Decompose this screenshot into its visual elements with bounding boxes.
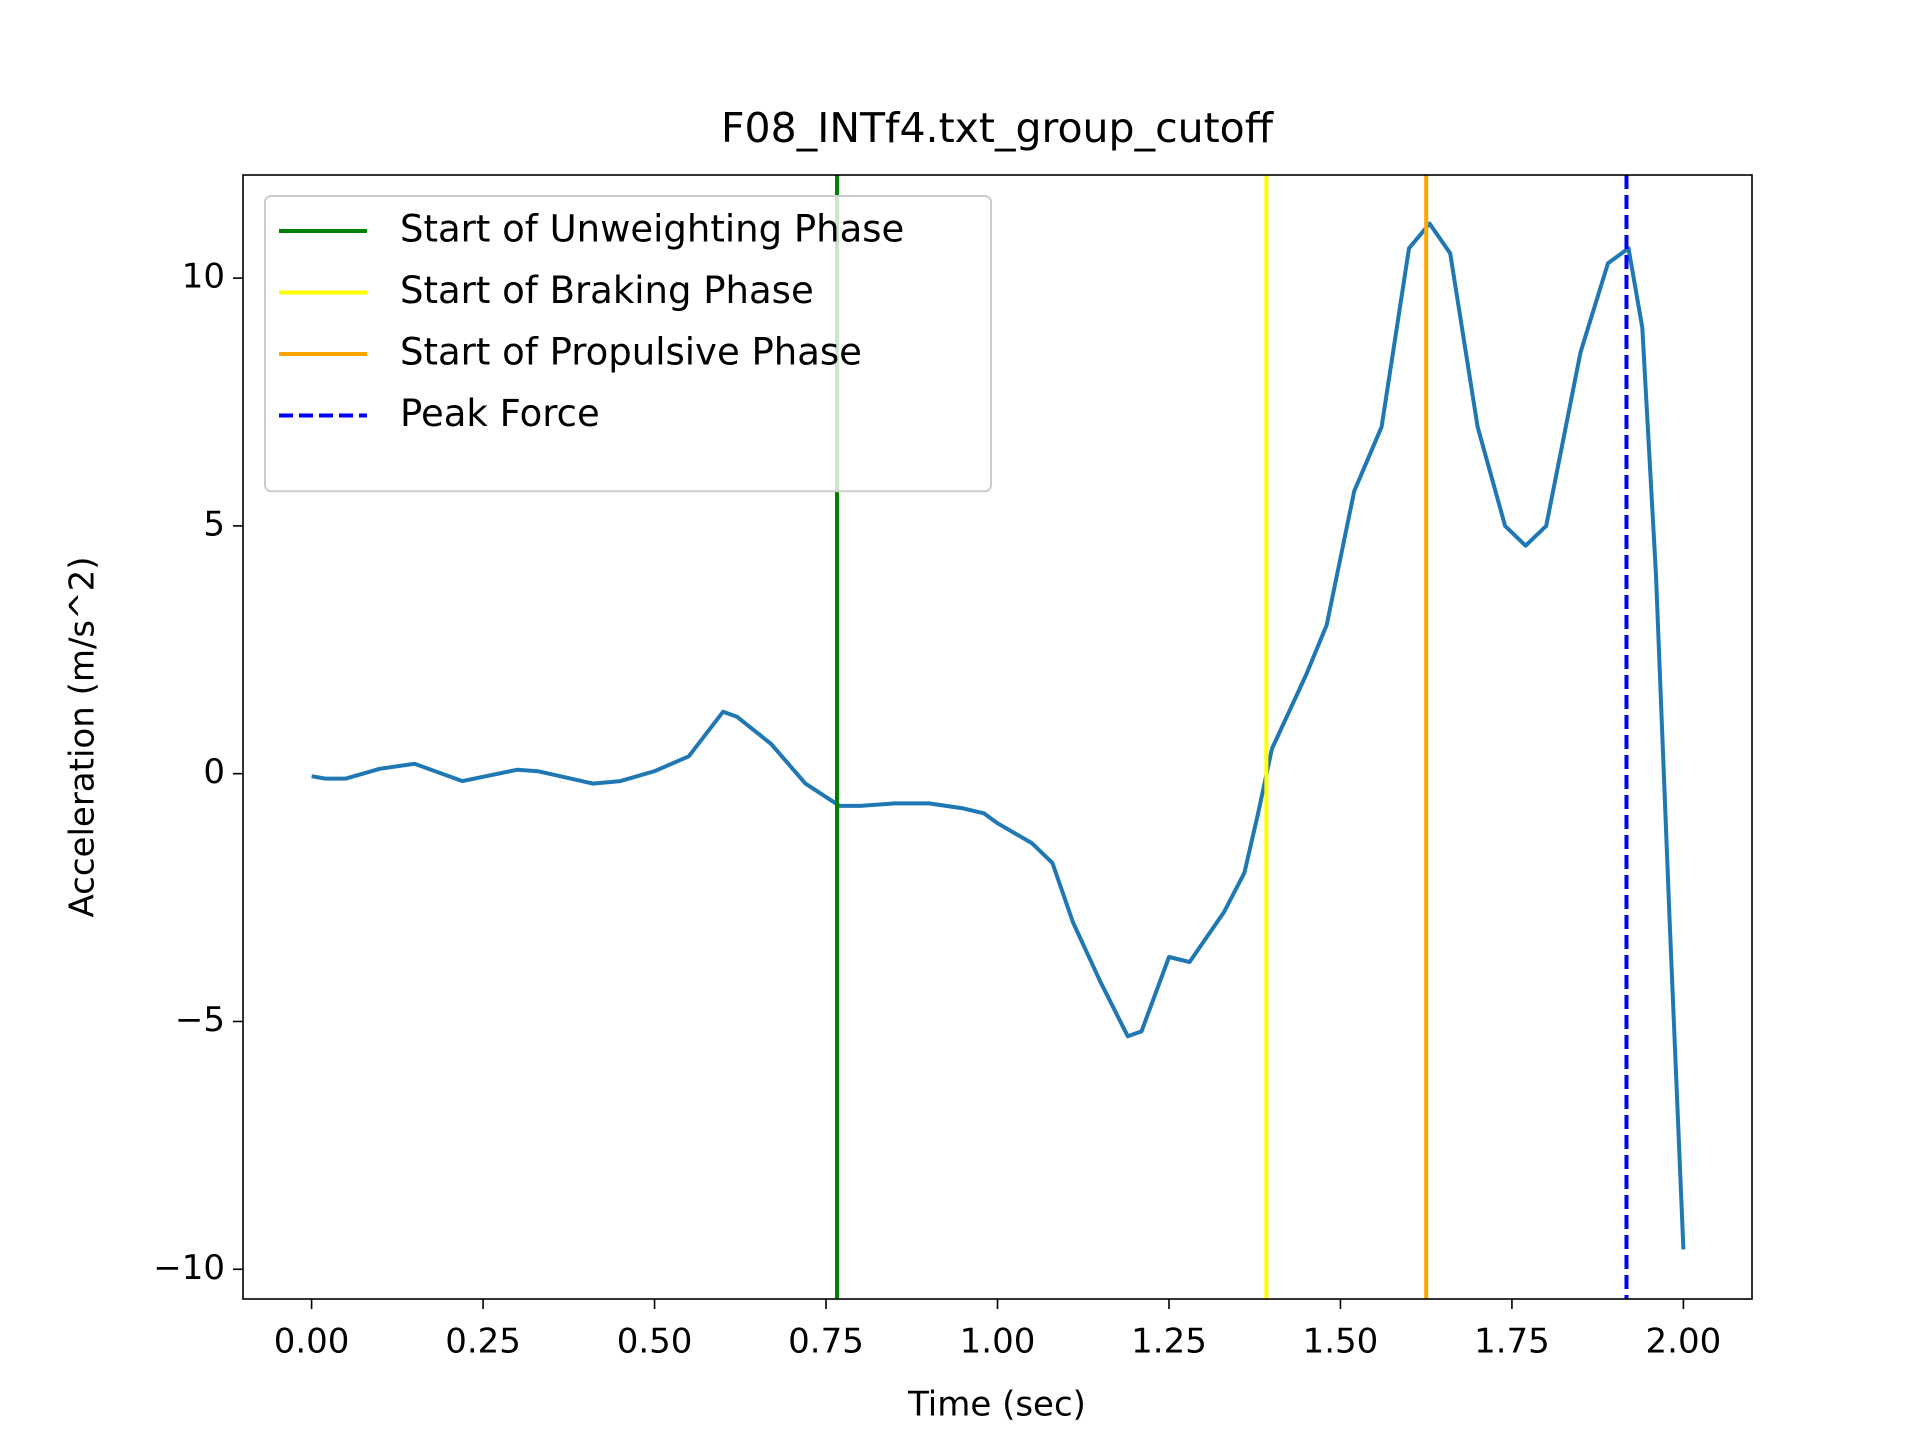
y-tick-label: −10	[153, 1248, 225, 1288]
x-tick-label: 0.50	[617, 1322, 693, 1362]
legend-box	[264, 195, 992, 493]
legend-label: Start of Braking Phase	[400, 269, 814, 312]
legend: Start of Unweighting Phase Start of Braki…	[264, 195, 992, 493]
axes-frame	[242, 174, 1753, 1300]
legend-label: Peak Force	[400, 392, 600, 435]
y-tick-label: 5	[203, 504, 225, 544]
y-tick-label: 10	[182, 257, 225, 297]
chart-title: F08_INTf4.txt_group_cutoff	[721, 104, 1275, 152]
x-tick-label: 2.00	[1646, 1322, 1722, 1362]
y-axis-label: Acceleration (m/s^2)	[63, 556, 103, 917]
y-tick-label: 0	[203, 752, 225, 792]
x-tick-label: 1.25	[1131, 1322, 1207, 1362]
x-tick-label: 0.75	[788, 1322, 864, 1362]
x-tick-label: 0.25	[445, 1322, 521, 1362]
legend-label: Start of Propulsive Phase	[400, 331, 862, 374]
x-tick-label: 1.75	[1474, 1322, 1550, 1362]
x-tick-label: 0.00	[274, 1322, 350, 1362]
y-tick-label: −5	[175, 1000, 225, 1040]
legend-label: Start of Unweighting Phase	[400, 208, 904, 251]
data-line	[311, 221, 1686, 1250]
x-tick-label: 1.00	[960, 1322, 1036, 1362]
x-tick-label: 1.50	[1303, 1322, 1379, 1362]
x-axis-label: Time (sec)	[907, 1385, 1086, 1425]
